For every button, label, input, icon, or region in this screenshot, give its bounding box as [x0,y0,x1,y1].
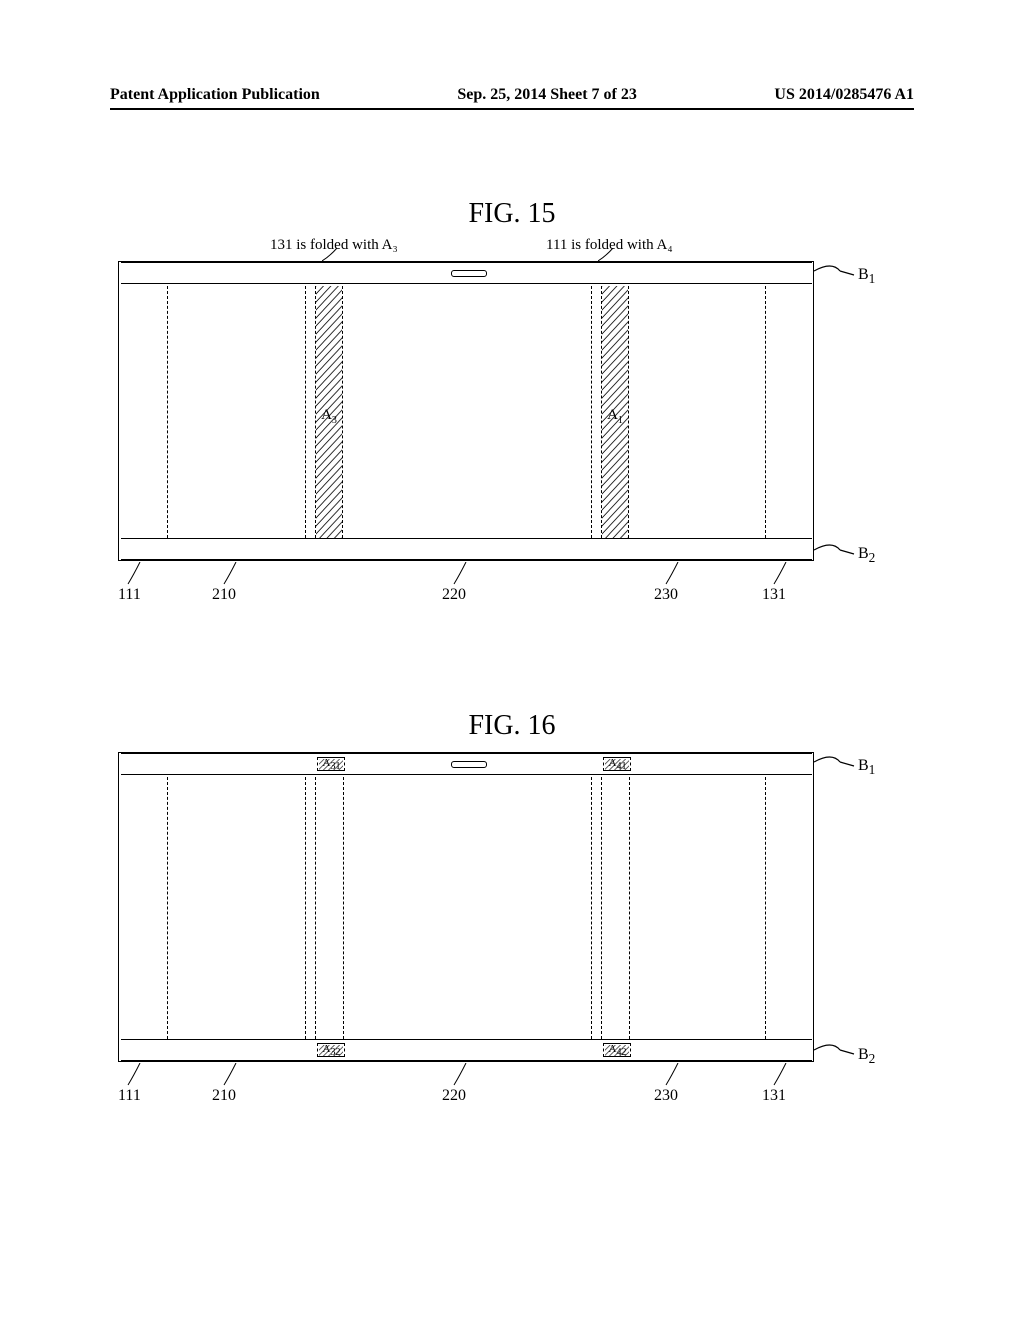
fig16-dash-1 [167,777,168,1039]
fig16-dash-2 [305,777,306,1039]
fig15-b2-label: B2 [858,545,875,566]
fig16-diagram: A31 A41 A32 A42 [118,752,814,1062]
fig16-a32-box: A32 [317,1043,345,1057]
fig16-dash-2c [343,777,344,1039]
fig16-dash-4 [765,777,766,1039]
fig15-annot-right-lead [598,248,628,264]
fig15-dash-4 [765,286,766,538]
fig16-dash-3b [601,777,602,1039]
fig16-bottom-band: A32 A42 [121,1039,812,1061]
fig15-label-a3: A3 [315,407,343,426]
fig15-ref-111: 111 [118,586,141,604]
fig15-diagram: A3 A1 [118,261,814,561]
fig15-label-a1: A1 [601,407,629,426]
fig16-top-band: A31 A41 [121,753,812,775]
fig16-ref-210: 210 [212,1087,236,1105]
fig15-ref-230: 230 [654,586,678,604]
fig15-dash-2 [305,286,306,538]
header-left: Patent Application Publication [110,86,320,104]
fig16-b2-label: B2 [858,1046,875,1067]
fig16-a41-box: A41 [603,757,631,771]
header-center: Sep. 25, 2014 Sheet 7 of 23 [457,86,637,104]
fig16-b1-label: B1 [858,757,875,778]
fig16-title: FIG. 16 [0,710,1024,742]
fig15-ref-220: 220 [442,586,466,604]
fig16-ref-220: 220 [442,1087,466,1105]
fig16-ref-131: 131 [762,1087,786,1105]
fig15-top-band [121,262,812,284]
fig16-a31-box: A31 [317,757,345,771]
speaker-icon [451,270,487,277]
fig15-title: FIG. 15 [0,198,1024,230]
fig16-dash-3 [591,777,592,1039]
fig15-dash-3 [591,286,592,538]
page-header: Patent Application Publication Sep. 25, … [110,86,914,104]
header-right: US 2014/0285476 A1 [774,86,914,104]
fig16-ref-230: 230 [654,1087,678,1105]
fig15-dash-1 [167,286,168,538]
fig15-b1-label: B1 [858,266,875,287]
fig16-ref-111: 111 [118,1087,141,1105]
fig15-bottom-band [121,538,812,560]
header-rule [110,108,914,110]
fig15-ref-131: 131 [762,586,786,604]
fig16-dash-3c [629,777,630,1039]
speaker-icon [451,761,487,768]
fig15-annot-left-lead [322,248,352,264]
fig16-dash-2b [315,777,316,1039]
fig16-a42-box: A42 [603,1043,631,1057]
fig15-ref-210: 210 [212,586,236,604]
